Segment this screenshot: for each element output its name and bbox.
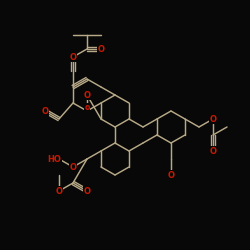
Text: o: o (84, 104, 90, 112)
Text: O: O (70, 162, 76, 172)
Text: O: O (84, 186, 90, 196)
Text: O: O (210, 114, 216, 124)
Text: O: O (42, 106, 48, 116)
Text: O: O (56, 186, 62, 196)
Text: O: O (98, 44, 104, 54)
Text: O: O (210, 146, 216, 156)
Text: HO: HO (47, 154, 61, 164)
Text: O: O (70, 52, 76, 62)
Text: O: O (168, 170, 174, 179)
Text: O: O (84, 90, 90, 100)
